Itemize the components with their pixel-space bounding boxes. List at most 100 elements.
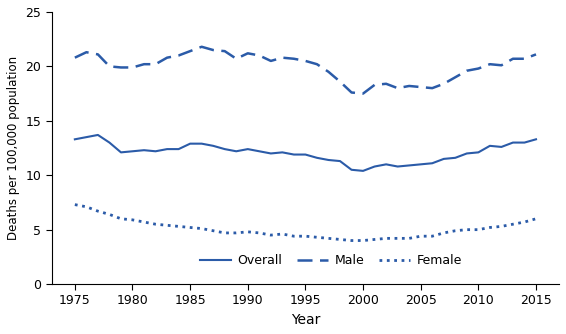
Female (129, 218, 136, 222)
Overall (95, 133, 101, 137)
Overall (498, 145, 505, 149)
Male (498, 63, 505, 67)
Female (371, 237, 378, 241)
Male (371, 83, 378, 87)
Male (302, 59, 309, 63)
Male (325, 70, 332, 74)
Male (314, 62, 320, 66)
Female (290, 234, 297, 238)
Overall (521, 141, 528, 145)
Overall (233, 149, 239, 153)
Y-axis label: Deaths per 100,000 population: Deaths per 100,000 population (7, 56, 20, 240)
Male (198, 45, 205, 49)
Female (325, 236, 332, 240)
Female (509, 222, 516, 226)
Female (245, 230, 251, 234)
Female (210, 229, 217, 233)
Overall (118, 150, 125, 154)
Male (533, 52, 539, 56)
Overall (164, 147, 170, 151)
Female (337, 237, 344, 241)
Female (233, 231, 239, 235)
Overall (383, 162, 389, 166)
Female (348, 238, 355, 242)
Overall (279, 150, 286, 154)
Female (533, 217, 539, 221)
Overall (210, 144, 217, 148)
Overall (509, 141, 516, 145)
Male (440, 82, 447, 86)
Male (429, 86, 436, 90)
Overall (71, 137, 78, 141)
Male (337, 79, 344, 84)
Male (521, 57, 528, 61)
Overall (290, 153, 297, 157)
Overall (337, 159, 344, 163)
Female (71, 203, 78, 207)
Overall (245, 147, 251, 151)
Legend: Overall, Male, Female: Overall, Male, Female (195, 249, 467, 273)
Female (140, 220, 147, 224)
Female (487, 225, 494, 229)
Overall (487, 144, 494, 148)
Overall (314, 156, 320, 160)
Male (279, 56, 286, 60)
Male (140, 62, 147, 66)
Female (95, 209, 101, 213)
Overall (83, 135, 90, 139)
Male (210, 48, 217, 52)
Overall (221, 147, 228, 151)
Female (475, 228, 482, 232)
Overall (395, 165, 401, 169)
Overall (106, 141, 113, 145)
Male (164, 56, 170, 60)
Male (475, 66, 482, 70)
Female (429, 234, 436, 238)
Overall (371, 165, 378, 169)
Overall (533, 137, 539, 141)
Overall (348, 168, 355, 172)
Overall (417, 162, 424, 166)
Female (302, 234, 309, 238)
Overall (475, 150, 482, 154)
Male (359, 92, 366, 96)
Overall (452, 156, 458, 160)
Female (198, 226, 205, 230)
Overall (429, 161, 436, 165)
Female (521, 220, 528, 224)
Overall (256, 149, 263, 153)
Male (395, 86, 401, 90)
Male (256, 53, 263, 57)
Line: Overall: Overall (75, 135, 536, 171)
Male (245, 51, 251, 55)
Overall (175, 147, 182, 151)
Male (83, 50, 90, 54)
Male (187, 49, 194, 53)
Overall (325, 158, 332, 162)
Overall (152, 149, 159, 153)
Male (175, 53, 182, 57)
Female (279, 232, 286, 236)
Male (417, 85, 424, 89)
Female (452, 229, 458, 233)
Overall (464, 151, 470, 155)
Male (348, 91, 355, 95)
Female (118, 217, 125, 221)
Male (487, 62, 494, 66)
Female (187, 225, 194, 229)
Overall (406, 163, 413, 167)
Female (395, 236, 401, 240)
Male (106, 64, 113, 68)
Line: Male: Male (75, 47, 536, 94)
Overall (129, 149, 136, 153)
Female (440, 231, 447, 235)
X-axis label: Year: Year (291, 313, 320, 327)
Female (314, 235, 320, 239)
Male (233, 57, 239, 61)
Female (359, 238, 366, 242)
Female (175, 224, 182, 228)
Male (95, 52, 101, 56)
Male (509, 57, 516, 61)
Male (464, 69, 470, 73)
Overall (359, 169, 366, 173)
